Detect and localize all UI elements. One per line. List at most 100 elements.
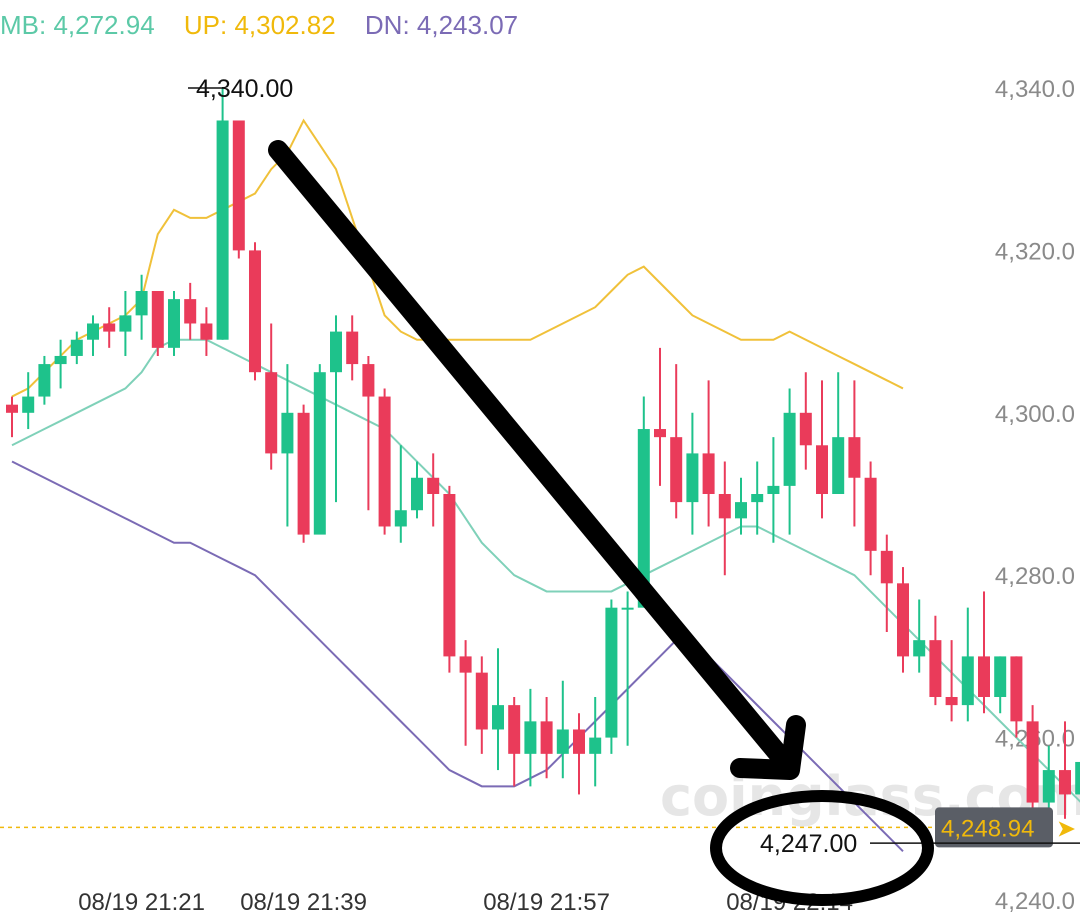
- candle: [151, 291, 164, 356]
- candle-body: [816, 445, 828, 494]
- candles: [6, 88, 1080, 836]
- candle-body: [70, 339, 83, 356]
- candle-body: [929, 640, 942, 697]
- candle-body: [589, 737, 602, 754]
- candle-body: [459, 656, 472, 673]
- candle: [1059, 721, 1071, 819]
- candle: [103, 307, 116, 348]
- candle-body: [864, 477, 877, 551]
- candle: [767, 437, 780, 543]
- y-tick-label: 4,280.0: [995, 563, 1075, 590]
- candle: [994, 656, 1007, 714]
- candle-body: [6, 404, 18, 413]
- candle: [200, 307, 213, 356]
- current-price-tag: [935, 807, 1053, 848]
- y-tick-label: 4,240.0: [995, 888, 1075, 915]
- candle: [961, 607, 974, 722]
- indicator-header: MB: 4,272.94 UP: 4,302.82 DN: 4,243.07: [0, 10, 540, 50]
- dn-value: DN: 4,243.07: [364, 10, 519, 40]
- candle-body: [897, 583, 909, 657]
- current-price-arrow: ➤: [1056, 815, 1076, 842]
- candle: [637, 396, 650, 608]
- candle: [265, 323, 278, 470]
- candle-body: [87, 323, 99, 340]
- candle-body: [313, 372, 326, 535]
- current-price-text: 4,248.94: [941, 815, 1034, 842]
- candle: [38, 355, 51, 405]
- candle-body: [281, 412, 294, 454]
- candle: [621, 591, 634, 746]
- candle: [427, 453, 440, 527]
- candle: [492, 648, 504, 771]
- candle-body: [654, 429, 666, 438]
- y-axis: 4,340.04,320.04,300.04,280.04,260.04,240…: [995, 76, 1075, 915]
- candle: [22, 372, 35, 430]
- candle-body: [200, 323, 213, 340]
- candle-body: [330, 331, 342, 373]
- candle: [573, 713, 585, 795]
- low-callout-label: 4,247.00: [760, 830, 857, 858]
- y-tick-label: 4,300.0: [995, 401, 1075, 428]
- candle-body: [799, 412, 812, 446]
- candle: [751, 461, 764, 535]
- candle: [346, 315, 359, 381]
- candle: [1075, 761, 1080, 795]
- candle: [670, 364, 683, 519]
- candle-body: [1026, 721, 1039, 803]
- bollinger-bands: [11, 118, 1080, 852]
- candle-body: [670, 437, 683, 503]
- highlight-ellipse: [710, 790, 934, 906]
- candle: [475, 656, 488, 754]
- candle-body: [751, 494, 764, 503]
- candle-body: [249, 250, 261, 373]
- candle-body: [411, 477, 423, 511]
- candle-body: [475, 672, 488, 730]
- trend-arrow-shaft: [268, 140, 800, 778]
- candle: [232, 120, 245, 259]
- candle: [70, 331, 83, 365]
- candle: [87, 315, 99, 356]
- candle: [735, 477, 747, 535]
- candle: [135, 274, 148, 340]
- candle: [718, 461, 731, 576]
- candle: [394, 445, 407, 543]
- candle-body: [232, 120, 245, 251]
- x-tick-label: 08/19 21:39: [240, 889, 367, 916]
- trend-arrow-head: [730, 715, 806, 780]
- current-price-line: 4,248.94 ➤: [0, 807, 1076, 848]
- candle: [864, 461, 877, 576]
- candle-body: [184, 299, 197, 324]
- candle-body: [637, 429, 650, 608]
- candle-body: [508, 705, 521, 754]
- candle-body: [718, 494, 731, 519]
- y-tick-label: 4,320.0: [995, 238, 1075, 265]
- y-tick-label: 4,340.0: [995, 76, 1075, 103]
- candle: [216, 88, 229, 340]
- candle: [330, 315, 342, 503]
- high-callout-label: 4,340.00: [196, 75, 293, 103]
- candle: [848, 380, 861, 527]
- candle-body: [168, 299, 180, 348]
- candle: [589, 697, 602, 787]
- candle-body: [54, 355, 67, 365]
- candle: [459, 640, 472, 746]
- candle-body: [1042, 770, 1055, 803]
- mb-value: MB: 4,272.94: [0, 10, 155, 40]
- candle-body: [1059, 770, 1071, 795]
- middle-band-line: [11, 338, 1080, 803]
- candle: [411, 461, 423, 519]
- candle-body: [265, 372, 278, 454]
- candle-body: [978, 656, 990, 697]
- candle: [54, 339, 67, 389]
- candle-body: [427, 477, 440, 494]
- x-tick-label: 08/19 21:21: [78, 889, 205, 916]
- candle-body: [378, 396, 391, 527]
- candle: [281, 364, 294, 527]
- candle-body: [524, 721, 537, 754]
- candle: [654, 347, 666, 486]
- candle: [686, 412, 699, 535]
- up-value: UP: 4,302.82: [183, 10, 336, 40]
- candle: [6, 396, 18, 438]
- candle-body: [702, 453, 715, 494]
